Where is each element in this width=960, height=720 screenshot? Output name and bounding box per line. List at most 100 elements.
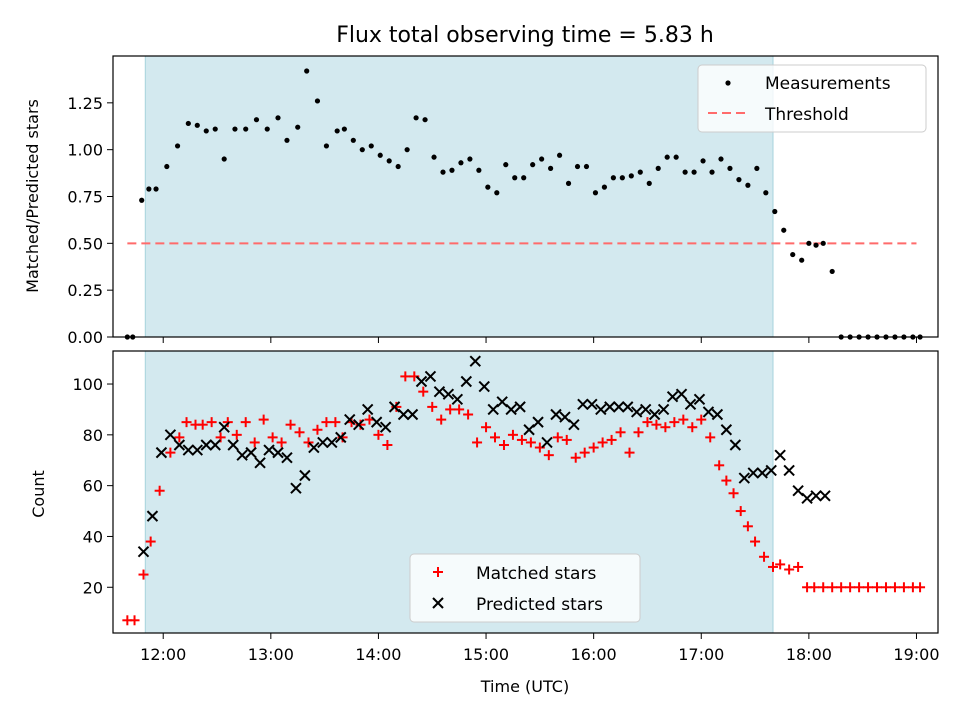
measurement-point: [323, 143, 330, 149]
measurement-point: [521, 175, 527, 181]
predicted-star-point-b: [819, 490, 831, 502]
matched-star-point: [154, 485, 165, 496]
predicted-star-point: [693, 393, 706, 405]
predicted-star-point: [263, 444, 275, 456]
measurement-point: [628, 173, 634, 179]
measurement-point: [820, 240, 826, 246]
matched-star-point: [728, 488, 739, 499]
measurement-point: [395, 163, 401, 170]
matched-star-point: [454, 404, 465, 415]
measurement-point: [763, 190, 769, 196]
measurement-point: [212, 126, 218, 132]
matched-star-point: [721, 475, 732, 486]
measurement-point: [574, 163, 581, 170]
measurement-point: [781, 227, 787, 233]
predicted-star-point-b: [352, 418, 365, 431]
measurement-point: [829, 268, 835, 275]
measurement-point: [458, 160, 464, 166]
matched-star-point: [427, 401, 438, 412]
predicted-star-point: [747, 467, 759, 479]
predicted-star-point-b: [397, 408, 410, 421]
predicted-star-point-b: [209, 439, 221, 451]
predicted-star-point-b: [684, 398, 697, 411]
predicted-star-point-b: [281, 451, 293, 464]
matched-star-point: [570, 452, 581, 463]
predicted-star-point-b: [604, 401, 616, 413]
measurements-legend-marker: [725, 80, 731, 86]
measurement-point: [203, 128, 209, 134]
bottom-y-axis-label: Count: [29, 470, 48, 518]
matched-star-point: [197, 419, 208, 430]
predicted-star-point-b: [308, 441, 320, 454]
measurement-point: [232, 126, 238, 132]
measurement-point: [359, 147, 365, 153]
predicted-star-point-b: [227, 439, 239, 451]
measurement-point: [243, 126, 249, 132]
predicted-star-point-b: [245, 446, 257, 459]
predicted-star-point-b: [299, 469, 311, 482]
matched-star-point: [759, 551, 770, 562]
matched-star-point: [481, 422, 492, 433]
matched-star-point: [303, 437, 314, 448]
matched-legend-marker: [433, 567, 443, 577]
bottom-xtick-label: 13:00: [248, 645, 294, 664]
matched-star-point: [775, 559, 786, 570]
top-ytick-label: 1.25: [67, 94, 103, 113]
matched-star-point: [206, 417, 217, 428]
matched-star-point: [845, 582, 856, 593]
predicted-star-point: [729, 439, 742, 451]
predicted-star-point: [218, 421, 230, 433]
matched-star-point: [836, 582, 847, 593]
matched-star-point: [714, 460, 725, 471]
measurement-point: [146, 186, 152, 192]
predicted-star-point: [290, 482, 302, 494]
legend-predicted-label: Predicted stars: [476, 595, 603, 615]
predicted-star-point: [442, 388, 455, 400]
matched-star-point: [145, 536, 156, 547]
matched-star-point: [651, 419, 662, 430]
measurement-point: [404, 147, 410, 153]
predicted-star-point: [577, 398, 589, 411]
predicted-star-point: [370, 416, 383, 428]
matched-star-point: [463, 409, 474, 420]
measurement-point: [334, 128, 340, 134]
measurement-point: [164, 163, 170, 170]
predicted-star-point-b: [478, 380, 490, 393]
observing-window-shade-top: [144, 55, 774, 338]
measurement-point: [431, 154, 437, 160]
bottom-xtick-label: 16:00: [571, 645, 617, 664]
matched-star-point: [507, 429, 518, 440]
top-x-ticks: [162, 337, 917, 343]
measurement-point: [467, 156, 473, 162]
predicted-star-point-b: [451, 393, 464, 405]
predicted-star-point-b: [792, 485, 804, 497]
measurement-point: [386, 158, 392, 164]
bottom-legend: Matched stars Predicted stars: [409, 553, 641, 623]
predicted-star-point: [272, 446, 284, 459]
predicted-star-point: [604, 401, 616, 413]
measurement-point: [284, 137, 290, 143]
predicted-star-point-b: [568, 418, 580, 431]
measurement-point: [174, 143, 181, 149]
matched-star-point: [258, 414, 269, 425]
matched-star-point: [391, 401, 402, 412]
predicted-star-point: [568, 418, 580, 431]
measurement-point: [799, 257, 805, 263]
measurement-point: [341, 126, 347, 132]
predicted-star-point: [361, 403, 374, 416]
measurement-point: [377, 152, 383, 158]
measurement-point: [304, 68, 310, 74]
predicted-star-point: [308, 441, 320, 454]
predicted-star-point: [191, 444, 204, 456]
predicted-star-point: [622, 401, 634, 413]
matched-star-point: [249, 437, 260, 448]
predicted-star-point: [478, 380, 490, 393]
matched-star-point: [498, 440, 509, 450]
matched-star-point: [784, 564, 795, 575]
matched-star-point: [355, 419, 366, 430]
predicted-star-point-b: [783, 464, 795, 477]
matched-star-point: [490, 432, 501, 443]
predicted-star-point: [702, 406, 715, 418]
measurement-point: [592, 190, 599, 196]
predicted-star-point-b: [137, 545, 150, 558]
